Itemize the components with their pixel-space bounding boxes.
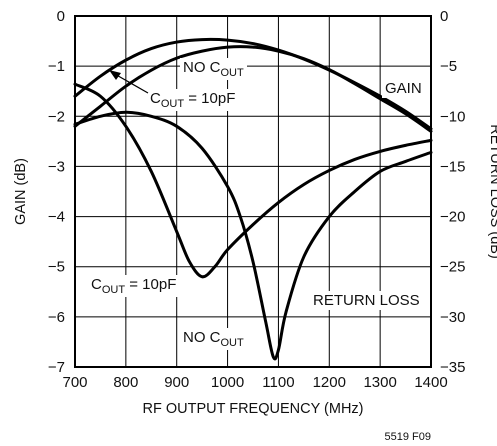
x-tick-label: 1100 [262, 374, 294, 391]
plot-frame [74, 15, 432, 368]
y2-tick-label: −25 [440, 259, 465, 276]
label-background [147, 89, 239, 111]
x-tick-label: 1000 [211, 374, 244, 391]
figure-id: 5519 F09 [385, 431, 431, 443]
y-tick-label: −2 [48, 108, 65, 125]
y-tick-label: −5 [48, 259, 65, 276]
y-tick-label: −7 [48, 359, 65, 376]
x-tick-label: 700 [62, 374, 87, 391]
label-background [310, 291, 423, 310]
series-line-1 [73, 45, 433, 133]
y2-axis-label: RETURN LOSS (dB) [487, 124, 497, 259]
return-loss-label: RETURN LOSS [313, 292, 420, 309]
y-tick-label: 0 [57, 8, 65, 25]
y-tick-label: −4 [48, 209, 65, 226]
no-cout-gain-label: NO COUT [183, 59, 244, 79]
series-group [73, 37, 433, 361]
y-tick-label: −6 [48, 309, 65, 326]
x-axis-label: RF OUTPUT FREQUENCY (MHz) [143, 401, 364, 417]
label-background [180, 328, 247, 350]
label-background [88, 275, 180, 297]
y-tick-label: −3 [48, 158, 65, 175]
series-line-3 [73, 110, 433, 361]
gain-label: GAIN [385, 80, 422, 97]
no-cout-return-loss-label: NO COUT [183, 329, 244, 349]
x-tick-label: 1200 [313, 374, 346, 391]
label-background [382, 79, 425, 98]
label-background [180, 58, 247, 80]
x-tick-label: 900 [164, 374, 189, 391]
x-tick-label: 1400 [414, 374, 447, 391]
x-tick-label: 1300 [363, 374, 396, 391]
y2-tick-label: −20 [440, 209, 465, 226]
x-tick-label: 800 [113, 374, 138, 391]
cout-gain-arrow [109, 70, 149, 94]
y-axis-label: GAIN (dB) [13, 158, 29, 225]
y2-tick-label: −15 [440, 158, 465, 175]
cout-gain-label: COUT = 10pF [150, 90, 235, 110]
y2-tick-label: −10 [440, 108, 465, 125]
series-line-0 [73, 37, 433, 131]
cout-return-loss-label: COUT = 10pF [91, 276, 176, 296]
grid [75, 16, 431, 367]
series-line-2 [73, 82, 433, 279]
y2-tick-label: −35 [440, 359, 465, 376]
tick-labels: 700 800 900 1000 1100 1200 1300 1400 0 −1 −2 −3 −4 −5… [48, 8, 466, 391]
y2-tick-label: 0 [440, 8, 448, 25]
y-tick-label: −1 [48, 58, 65, 75]
y2-tick-label: −5 [440, 58, 457, 75]
y2-tick-label: −30 [440, 309, 465, 326]
